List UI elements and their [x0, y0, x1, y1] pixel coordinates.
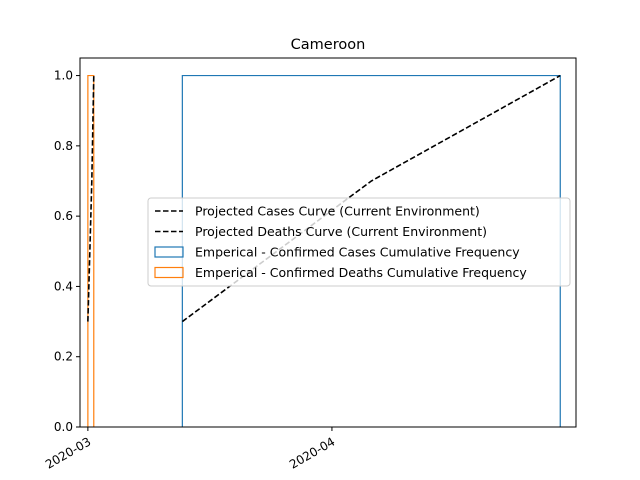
legend-swatch-2 [154, 246, 184, 258]
histogram-series-2 [181, 74, 561, 427]
y-tick-label-1: 0.2 [54, 350, 73, 364]
y-tick-label-3: 0.6 [54, 209, 73, 223]
y-tick-label-0: 0.0 [54, 420, 73, 434]
legend-label-1: Projected Deaths Curve (Current Environm… [195, 224, 487, 239]
axes-frame [79, 57, 577, 428]
y-tick-label-4: 0.8 [54, 139, 73, 153]
legend-swatch-3 [154, 266, 184, 279]
line-series-0 [181, 74, 561, 323]
legend-label-3: Emperical - Confirmed Deaths Cumulative … [195, 265, 527, 280]
y-tick-label-2: 0.4 [54, 279, 73, 293]
line-series-1 [87, 75, 95, 322]
legend-label-0: Projected Cases Curve (Current Environme… [195, 204, 480, 219]
histogram-series-3 [87, 74, 95, 427]
legend-label-2: Emperical - Confirmed Cases Cumulative F… [195, 245, 520, 260]
chart-title: Cameroon [291, 37, 366, 53]
x-tick-label-0: 2020-03 [43, 434, 93, 471]
y-tick-label-5: 1.0 [54, 69, 73, 83]
x-tick-label-1: 2020-04 [287, 434, 337, 471]
plot-area [87, 74, 561, 427]
legend: Projected Cases Curve (Current Environme… [147, 197, 571, 287]
legend-box [147, 197, 571, 287]
